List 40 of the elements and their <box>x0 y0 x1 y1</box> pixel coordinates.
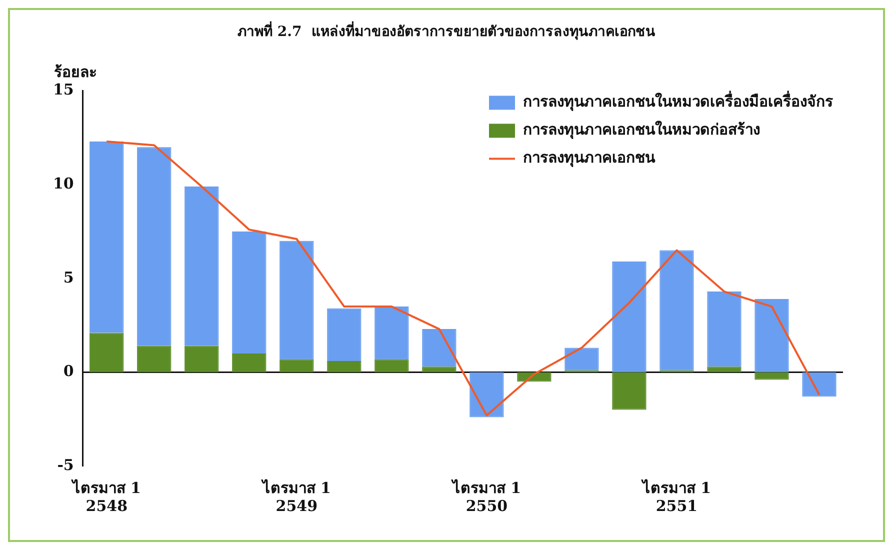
bar <box>802 372 836 397</box>
bar <box>612 262 646 372</box>
y-tick-label: 10 <box>53 174 74 192</box>
y-tick-label: 15 <box>53 80 74 99</box>
bar <box>137 147 172 346</box>
bar <box>612 372 646 410</box>
bar <box>754 299 789 372</box>
bar <box>707 366 742 372</box>
y-tick-label: 5 <box>63 268 74 286</box>
bar <box>232 353 266 372</box>
legend-label: การลงทุนภาคเอกชนในหมวดเครื่องมือเครื่องจักร <box>523 90 834 112</box>
bar <box>280 240 314 360</box>
bar <box>374 359 409 372</box>
y-tick-label: 0 <box>63 362 74 380</box>
legend-label: การลงทุนภาคเอกชนในหมวดก่อสร้าง <box>523 120 760 140</box>
x-tick-label: ไตรมาส 1 2551 <box>640 478 712 515</box>
bar <box>564 348 599 370</box>
x-tick-label: ไตรมาส 1 2548 <box>70 478 141 515</box>
y-axis-title: ร้อยละ <box>54 63 97 82</box>
bar <box>707 292 742 367</box>
bar <box>280 359 314 372</box>
bar <box>660 250 694 370</box>
bar <box>327 360 362 372</box>
bar <box>422 366 456 372</box>
bar <box>232 232 266 354</box>
bar <box>90 141 124 333</box>
bar <box>137 346 172 372</box>
y-tick-label: -5 <box>57 456 74 474</box>
bar <box>90 332 124 372</box>
bar <box>184 346 219 372</box>
bar <box>184 186 219 346</box>
bar <box>374 306 409 360</box>
chart-title: ภาพที่ 2.7 แหล่งที่มาของอัตราการขยายตัวของการลงทุนภาคเอกชน <box>238 21 656 40</box>
bar <box>422 329 456 367</box>
x-tick-label: ไตรมาส 1 2550 <box>450 478 522 515</box>
bar <box>754 372 789 380</box>
bar <box>470 372 504 418</box>
legend-label: การลงทุนภาคเอกชน <box>523 148 656 168</box>
x-tick-label: ไตรมาส 1 2549 <box>260 478 331 515</box>
bar <box>327 308 362 361</box>
